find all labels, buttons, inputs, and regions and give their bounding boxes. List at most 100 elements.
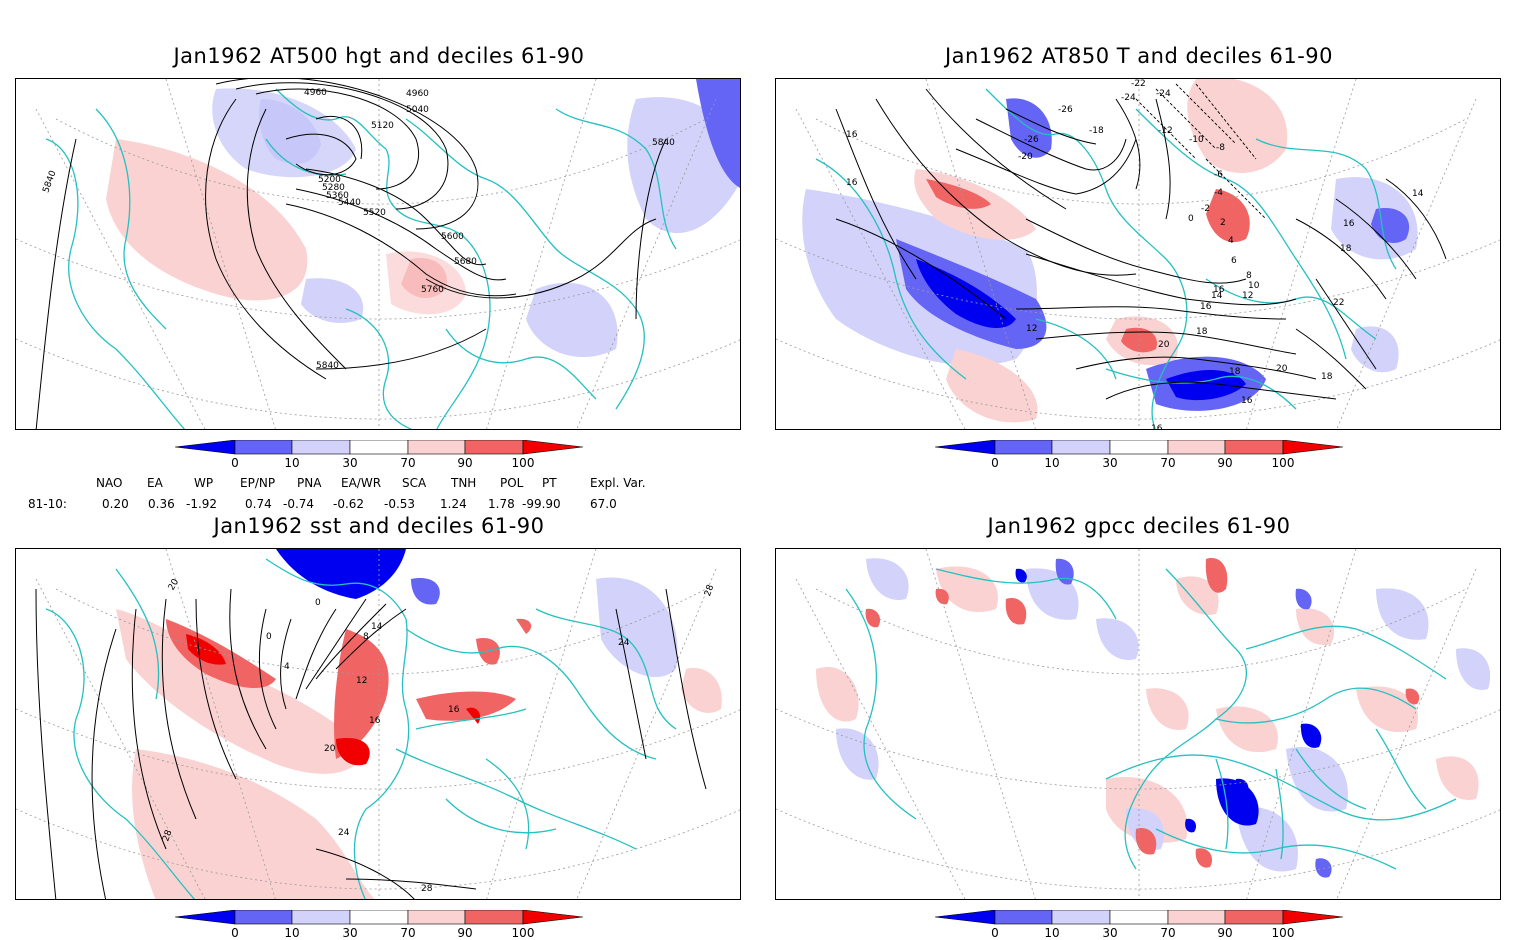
index-value: 0.20 bbox=[102, 497, 129, 511]
colorbar-tick: 70 bbox=[1160, 456, 1176, 470]
contour-label: 5200 bbox=[318, 175, 341, 185]
contour-label: 8 bbox=[1246, 271, 1252, 281]
contour-label: 16 bbox=[1213, 285, 1225, 295]
contour-label: 5040 bbox=[406, 105, 429, 115]
colorbar-tick: 10 bbox=[1044, 456, 1060, 470]
contour-label: 16 bbox=[369, 716, 381, 726]
map-hgt500: 4960 4960 5040 5120 5200 5280 5360 5440 … bbox=[16, 79, 740, 429]
contour-label: 18 bbox=[1321, 372, 1333, 382]
contour-label: -2 bbox=[1201, 204, 1210, 214]
contour-label: 20 bbox=[324, 744, 336, 754]
contour-label: 0 bbox=[1188, 214, 1194, 224]
index-name: PNA bbox=[297, 476, 322, 490]
index-value: 0.36 bbox=[148, 497, 175, 511]
contour-label: 5120 bbox=[371, 121, 394, 131]
colorbar-tick: 10 bbox=[1044, 926, 1060, 940]
colorbar-tick: 70 bbox=[400, 456, 416, 470]
contour-label: -24 bbox=[1121, 93, 1136, 103]
contour-label: 0 bbox=[315, 598, 321, 608]
contour-label: 4 bbox=[1228, 236, 1234, 246]
contour-label: 20 bbox=[1158, 340, 1170, 350]
colorbar-top-right: 0 10 30 70 90 100 bbox=[935, 440, 1355, 474]
contour-label: 16 bbox=[1343, 219, 1355, 229]
contour-label: 14 bbox=[371, 622, 383, 632]
colorbar-tick: 10 bbox=[284, 926, 300, 940]
contour-label: 12 bbox=[1242, 291, 1253, 301]
contour-label: 5280 bbox=[322, 183, 345, 193]
colorbar-tick: 100 bbox=[511, 456, 535, 470]
colorbar-bottom-right: 0 10 30 70 90 100 bbox=[935, 910, 1355, 940]
colorbar-tick: 90 bbox=[457, 456, 473, 470]
contour-label: 5840 bbox=[316, 361, 339, 371]
contour-label: -20 bbox=[1018, 152, 1033, 162]
index-name: EA/WR bbox=[341, 476, 382, 490]
contour-label: 14 bbox=[1412, 189, 1424, 199]
colorbar-swatches bbox=[175, 910, 584, 925]
colorbar-tick: 0 bbox=[991, 926, 999, 940]
contour-label: 18 bbox=[1196, 327, 1208, 337]
contour-label: 18 bbox=[1229, 367, 1241, 377]
contour-label: 5680 bbox=[454, 257, 477, 267]
t850-contour-labels: -22 -24 -26 -24 -26 -18 -12 -10 -8 -6 -4… bbox=[846, 79, 1424, 430]
colorbar-tick: 30 bbox=[342, 456, 358, 470]
contour-label: 20 bbox=[1276, 364, 1288, 374]
contour-label: 2 bbox=[1220, 218, 1226, 228]
title-t850: Jan1962 AT850 T and deciles 61-90 bbox=[944, 44, 1334, 68]
contour-label: 5520 bbox=[363, 208, 386, 218]
index-name: POL bbox=[500, 476, 524, 490]
contour-label: 4960 bbox=[406, 89, 429, 99]
contour-label: -26 bbox=[1058, 105, 1073, 115]
contour-label: 12 bbox=[1026, 324, 1037, 334]
colorbar-swatches bbox=[175, 440, 584, 455]
contour-label: 5760 bbox=[421, 285, 444, 295]
contour-label: -6 bbox=[1214, 170, 1223, 180]
colorbar-bottom-left: 0 10 30 70 90 100 bbox=[175, 910, 595, 940]
colorbar-tick: 30 bbox=[1102, 926, 1118, 940]
contour-label: -12 bbox=[1158, 126, 1173, 136]
colorbar-tick: 100 bbox=[511, 926, 535, 940]
index-row-label: 81-10: bbox=[28, 497, 67, 511]
contour-label: 10 bbox=[1248, 281, 1260, 291]
index-value: -0.74 bbox=[283, 497, 315, 511]
colorbar-tick: 0 bbox=[231, 926, 239, 940]
contour-label: -26 bbox=[1024, 135, 1039, 145]
index-value: -1.92 bbox=[186, 497, 218, 511]
map-panel-sst: 20 0 0 4 8 12 14 16 16 20 24 24 28 28 28 bbox=[15, 548, 741, 900]
contour-label: 4 bbox=[284, 662, 290, 672]
map-panel-t850: -22 -24 -26 -24 -26 -18 -12 -10 -8 -6 -4… bbox=[775, 78, 1501, 430]
contour-label: 16 bbox=[1151, 424, 1163, 430]
contour-label: 24 bbox=[618, 638, 630, 648]
contour-label: 5600 bbox=[441, 232, 464, 242]
map-gpcc bbox=[776, 549, 1500, 899]
colorbar-tick: 100 bbox=[1271, 926, 1295, 940]
colorbar-tick: 30 bbox=[342, 926, 358, 940]
colorbar-tick: 10 bbox=[284, 456, 300, 470]
colorbar-swatches bbox=[935, 910, 1344, 925]
map-sst: 20 0 0 4 8 12 14 16 16 20 24 24 28 28 28 bbox=[16, 549, 740, 899]
map-panel-gpcc bbox=[775, 548, 1501, 900]
title-hgt500: Jan1962 AT500 hgt and deciles 61-90 bbox=[173, 44, 585, 68]
index-name: EA bbox=[147, 476, 163, 490]
index-name: SCA bbox=[402, 476, 427, 490]
colorbar-tick: 90 bbox=[1217, 926, 1233, 940]
colorbar-tick: 30 bbox=[1102, 456, 1118, 470]
contour-label: 16 bbox=[448, 705, 460, 715]
contour-label: 4960 bbox=[304, 88, 327, 98]
contour-label: -8 bbox=[1216, 143, 1225, 153]
contour-label: 28 bbox=[161, 828, 174, 842]
contour-label: -22 bbox=[1131, 79, 1146, 89]
contour-label: 28 bbox=[421, 884, 433, 894]
index-value: -99.90 bbox=[522, 497, 561, 511]
contour-label: 28 bbox=[703, 583, 716, 597]
contour-label: 24 bbox=[338, 828, 350, 838]
colorbar-tick: 100 bbox=[1271, 456, 1295, 470]
colorbar-tick: 70 bbox=[1160, 926, 1176, 940]
colorbar-tick: 70 bbox=[400, 926, 416, 940]
contour-label: -24 bbox=[1156, 89, 1171, 99]
contour-label: 12 bbox=[356, 676, 367, 686]
colorbar-tick: 90 bbox=[457, 926, 473, 940]
sst-contour-labels: 20 0 0 4 8 12 14 16 16 20 24 24 28 28 28 bbox=[161, 577, 716, 894]
map-panel-hgt500: 4960 4960 5040 5120 5200 5280 5360 5440 … bbox=[15, 78, 741, 430]
contour-label: 5840 bbox=[652, 138, 675, 148]
contour-label: 5440 bbox=[338, 198, 361, 208]
